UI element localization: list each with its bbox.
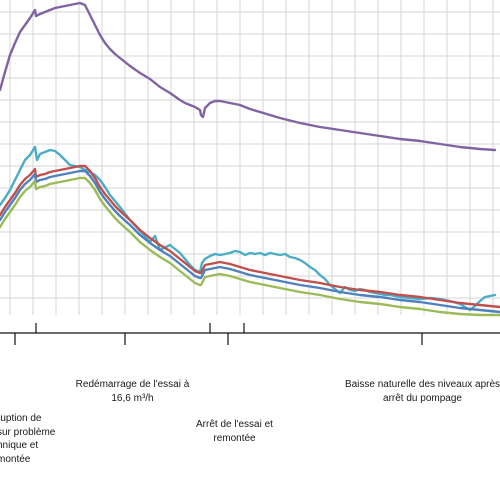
event-timeline — [0, 323, 500, 345]
series-line-3 — [0, 164, 500, 309]
annotation-restart: Redémarrage de l'essai à 16,6 m³/h — [75, 379, 190, 404]
annotation-natural-decline: Baisse naturelle des niveaux après arrêt… — [344, 379, 500, 404]
annotation-interruption: ruption de sur problème hnique et montée — [0, 413, 56, 465]
annotation-stop: Arrêt de l'essai et remontée — [196, 419, 273, 444]
series-line-4 — [0, 169, 500, 314]
gridlines — [0, 0, 500, 315]
series-group — [0, 1, 500, 317]
series-line-5 — [0, 176, 500, 317]
series-line-2 — [0, 145, 497, 312]
series-line-1 — [0, 1, 497, 152]
